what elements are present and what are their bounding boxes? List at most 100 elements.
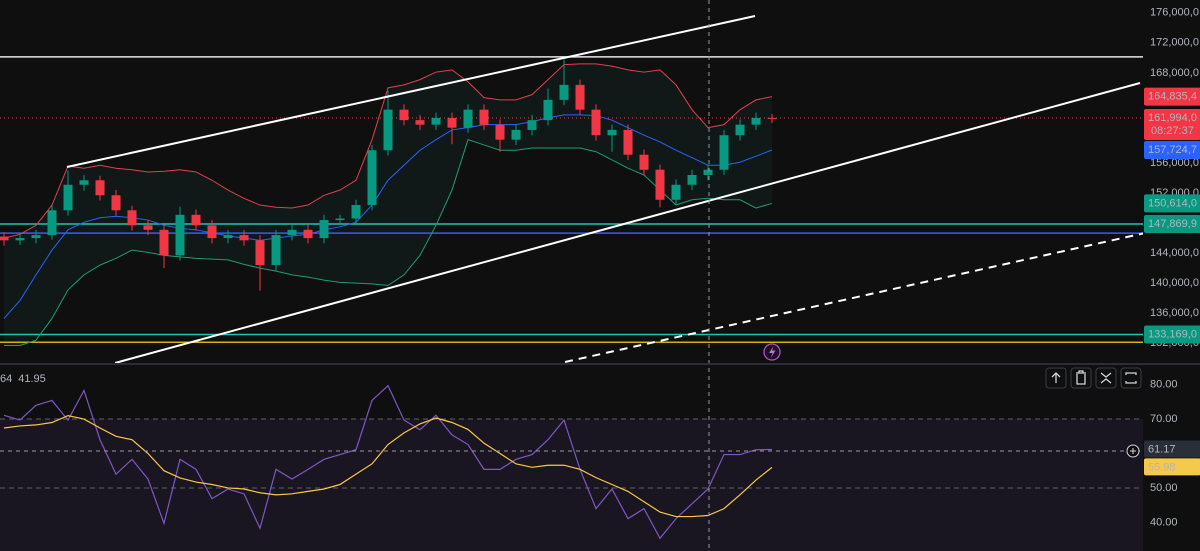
plot-underlay [0, 56, 1143, 551]
price-tag-label: 147,869,9 [1148, 218, 1197, 230]
candle-body [319, 220, 329, 239]
candle-body [703, 169, 713, 175]
price-tag [1144, 325, 1200, 344]
alert-icon[interactable] [763, 343, 781, 361]
y-tick-label: 144,000,0 [1150, 247, 1199, 259]
candle-body [479, 109, 489, 125]
candle-body [527, 120, 537, 130]
candle-body [511, 129, 521, 140]
y-tick-label: 140,000,0 [1150, 277, 1199, 289]
candle-body [543, 99, 553, 121]
candle-body [655, 169, 665, 200]
candle-body [639, 154, 649, 170]
move-up-button[interactable] [1045, 367, 1067, 389]
crosshair-add-button[interactable] [1126, 444, 1140, 458]
candle-body [671, 184, 681, 200]
candle-body [239, 235, 249, 241]
price-tag-label: 150,614,0 [1148, 197, 1197, 209]
maximize-button[interactable] [1120, 367, 1142, 389]
candle-body [607, 129, 617, 136]
candle-body [111, 195, 121, 211]
candle-body [447, 117, 457, 128]
candle-body [591, 109, 601, 136]
price-tag-label: 133,169,0 [1148, 328, 1197, 340]
candle-body [47, 210, 57, 236]
price-tag [1144, 215, 1200, 234]
channel-lower-line [114, 82, 1141, 364]
candle-body [415, 120, 425, 125]
countdown-label: 08:27:37 [1151, 125, 1194, 137]
candle-body [735, 124, 745, 136]
candle-body [751, 117, 761, 125]
price-tag [1144, 87, 1200, 106]
y-tick-label: 50.00 [1150, 482, 1178, 494]
price-tag [1144, 108, 1200, 140]
candle-body [143, 225, 153, 230]
candle-body [191, 214, 201, 226]
y-tick-label: 168,000,0 [1150, 67, 1199, 79]
candle-body [351, 205, 361, 219]
delete-button[interactable] [1070, 367, 1092, 389]
price-axis: 176,000,0172,000,0168,000,0156,000,0152,… [0, 7, 1200, 528]
candle-body [623, 129, 633, 155]
plot-marks [0, 59, 777, 540]
candle-body [79, 180, 89, 185]
y-tick-label: 80.00 [1150, 379, 1178, 391]
candle-body [431, 117, 441, 125]
dashed-trend-line [564, 232, 1143, 363]
candle-body [223, 235, 233, 239]
candle-body [719, 135, 729, 170]
price-tag [1144, 440, 1200, 458]
candle-body [159, 229, 169, 256]
y-tick-label: 176,000,0 [1150, 7, 1199, 19]
candle-body [15, 238, 25, 241]
candle-body [175, 214, 185, 256]
candle-body [559, 84, 569, 100]
candle-body [255, 240, 265, 266]
y-tick-label: 70.00 [1150, 413, 1178, 425]
indicator-line [3, 384, 773, 540]
candle-body [207, 225, 217, 239]
candle-body [127, 210, 137, 226]
channel-upper-line [66, 15, 756, 168]
band-line [3, 63, 773, 239]
candle-body [271, 235, 281, 266]
candle-body [463, 109, 473, 128]
y-tick-label: 172,000,0 [1150, 37, 1199, 49]
price-tag-label: 55.98 [1148, 461, 1176, 473]
candle-body [63, 184, 73, 211]
candle-body [0, 236, 9, 241]
candle-body [399, 109, 409, 121]
price-tag-label: 61.17 [1148, 443, 1176, 455]
candle-body [335, 218, 345, 221]
candle-body [687, 174, 697, 185]
y-tick-label: 136,000,0 [1150, 307, 1199, 319]
candle-body [95, 180, 105, 196]
price-tag-label: 164,835,4 [1148, 91, 1197, 103]
y-tick-label: 156,000,0 [1150, 157, 1199, 169]
candle-body [303, 229, 313, 239]
drawings [0, 0, 1143, 551]
candle-body [31, 235, 41, 239]
indicator-value: 41.95 [18, 373, 46, 385]
y-tick-label: 40.00 [1150, 516, 1178, 528]
candle-body [575, 84, 585, 110]
candle-body [495, 124, 505, 140]
candle-body [767, 117, 777, 119]
candle-body [383, 109, 393, 151]
collapse-button[interactable] [1095, 367, 1117, 389]
price-tag-label: 161,994,0 [1148, 112, 1197, 124]
band-fill [4, 63, 772, 346]
candle-body [287, 229, 297, 236]
zone-fill [0, 419, 1143, 551]
indicator-value: 64 [0, 373, 12, 385]
price-tag-label: 157,724,7 [1148, 144, 1197, 156]
price-tag [1144, 141, 1200, 160]
price-tag [1144, 458, 1200, 476]
price-tag [1144, 194, 1200, 213]
candle-body [367, 150, 377, 206]
indicator-line [3, 414, 773, 518]
